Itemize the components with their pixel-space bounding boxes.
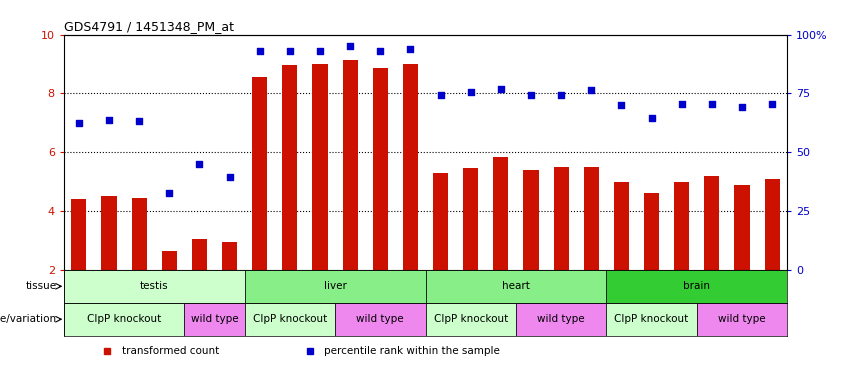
Point bbox=[705, 101, 718, 107]
Point bbox=[585, 88, 598, 94]
Point bbox=[464, 89, 477, 95]
Bar bbox=[245, 270, 426, 303]
Text: testis: testis bbox=[140, 281, 168, 291]
Point bbox=[735, 104, 749, 110]
Text: ClpP knockout: ClpP knockout bbox=[614, 314, 688, 324]
Bar bbox=[644, 194, 659, 270]
Point bbox=[313, 48, 327, 54]
Text: ClpP knockout: ClpP knockout bbox=[433, 314, 508, 324]
Point bbox=[554, 92, 568, 98]
Text: wild type: wild type bbox=[191, 314, 238, 324]
Bar bbox=[614, 182, 629, 270]
Bar bbox=[426, 303, 516, 336]
Bar bbox=[162, 251, 177, 270]
Point bbox=[765, 101, 779, 107]
Text: wild type: wild type bbox=[357, 314, 404, 324]
Bar bbox=[705, 176, 719, 270]
Text: heart: heart bbox=[502, 281, 530, 291]
Point bbox=[283, 48, 297, 54]
Point bbox=[343, 43, 357, 50]
Bar bbox=[245, 303, 335, 336]
Bar bbox=[71, 199, 87, 270]
Text: percentile rank within the sample: percentile rank within the sample bbox=[324, 346, 500, 356]
Bar bbox=[335, 303, 426, 336]
Bar bbox=[734, 185, 750, 270]
Bar bbox=[185, 303, 245, 336]
Bar bbox=[222, 242, 237, 270]
Bar bbox=[426, 270, 606, 303]
Bar bbox=[674, 182, 689, 270]
Point bbox=[253, 48, 266, 54]
Point bbox=[494, 86, 508, 92]
Bar bbox=[433, 173, 448, 270]
Point bbox=[614, 102, 628, 108]
Bar bbox=[607, 270, 787, 303]
Point bbox=[102, 117, 116, 123]
Bar bbox=[494, 157, 508, 270]
Bar bbox=[252, 77, 267, 270]
Text: genotype/variation: genotype/variation bbox=[0, 314, 56, 324]
Bar bbox=[516, 303, 607, 336]
Bar bbox=[343, 60, 357, 270]
Point bbox=[192, 161, 206, 167]
Point bbox=[72, 120, 86, 126]
Bar bbox=[373, 68, 388, 270]
Bar bbox=[132, 198, 146, 270]
Text: wild type: wild type bbox=[537, 314, 585, 324]
Bar bbox=[101, 196, 117, 270]
Text: ClpP knockout: ClpP knockout bbox=[87, 314, 161, 324]
Bar bbox=[607, 303, 697, 336]
Bar bbox=[283, 65, 297, 270]
Point bbox=[133, 118, 146, 124]
Point bbox=[223, 174, 237, 180]
Bar bbox=[764, 179, 780, 270]
Point bbox=[434, 92, 448, 98]
Point bbox=[163, 190, 176, 197]
Bar bbox=[192, 239, 207, 270]
Bar bbox=[403, 64, 418, 270]
Text: GDS4791 / 1451348_PM_at: GDS4791 / 1451348_PM_at bbox=[64, 20, 234, 33]
Bar bbox=[64, 303, 185, 336]
Bar bbox=[312, 64, 328, 270]
Bar bbox=[463, 168, 478, 270]
Text: tissue: tissue bbox=[26, 281, 56, 291]
Bar bbox=[64, 270, 245, 303]
Bar bbox=[697, 303, 787, 336]
Point bbox=[374, 48, 387, 54]
Point bbox=[524, 92, 538, 98]
Bar bbox=[554, 167, 568, 270]
Text: brain: brain bbox=[683, 281, 711, 291]
Point bbox=[675, 101, 688, 107]
Point bbox=[645, 115, 659, 121]
Text: liver: liver bbox=[323, 281, 346, 291]
Text: transformed count: transformed count bbox=[122, 346, 219, 356]
Bar bbox=[523, 170, 539, 270]
Bar bbox=[584, 167, 599, 270]
Text: wild type: wild type bbox=[718, 314, 766, 324]
Text: ClpP knockout: ClpP knockout bbox=[253, 314, 327, 324]
Point bbox=[403, 46, 417, 52]
